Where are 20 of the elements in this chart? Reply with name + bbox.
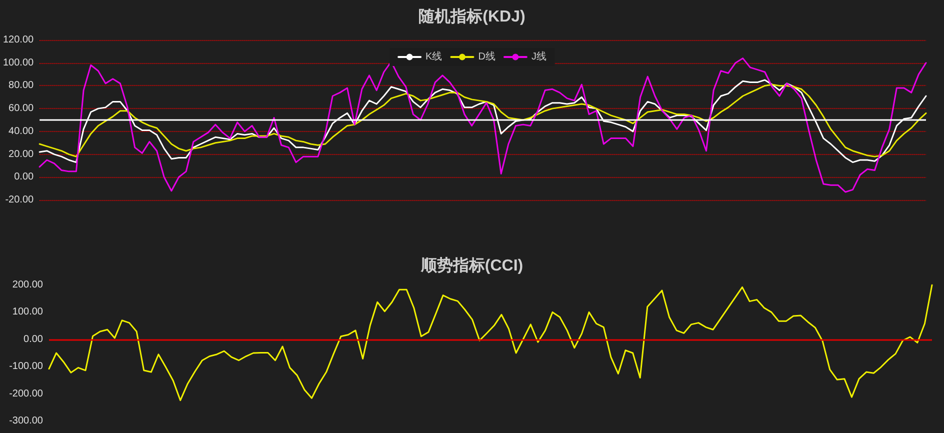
y-tick-label: 0.00 bbox=[24, 334, 44, 345]
y-tick-label: -300.00 bbox=[9, 416, 44, 426]
y-tick-label: -20.00 bbox=[5, 194, 34, 206]
legend-label: D线 bbox=[478, 50, 496, 62]
chart-title: 随机指标(KDJ) bbox=[418, 8, 526, 26]
y-tick-label: 100.00 bbox=[2, 57, 34, 68]
legend-label: J线 bbox=[531, 50, 546, 62]
legend-label: K线 bbox=[426, 50, 442, 62]
y-tick-label: -200.00 bbox=[9, 388, 44, 400]
y-tick-label: 0.00 bbox=[14, 172, 34, 183]
y-tick-label: 20.00 bbox=[8, 148, 34, 160]
chart-title: 顺势指标(CCI) bbox=[420, 256, 524, 274]
y-tick-label: 80.00 bbox=[8, 80, 34, 92]
y-tick-label: 40.00 bbox=[8, 126, 34, 137]
y-tick-label: 60.00 bbox=[8, 103, 34, 114]
y-tick-label: 120.00 bbox=[2, 34, 34, 46]
line-series bbox=[48, 284, 933, 402]
y-tick-label: -100.00 bbox=[9, 361, 44, 372]
y-tick-label: 200.00 bbox=[12, 280, 44, 290]
y-tick-label: 100.00 bbox=[12, 306, 44, 318]
